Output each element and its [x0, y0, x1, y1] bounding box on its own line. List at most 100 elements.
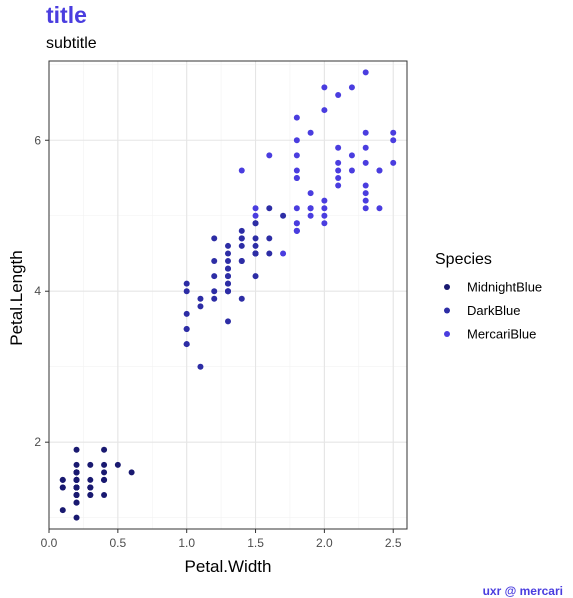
data-point — [238, 258, 245, 265]
data-point — [252, 220, 259, 227]
x-axis-title: Petal.Width — [185, 557, 272, 576]
data-point — [390, 137, 397, 144]
data-point — [197, 295, 204, 302]
data-point — [335, 167, 342, 174]
data-point — [183, 310, 190, 317]
data-point — [101, 476, 108, 483]
data-point — [211, 235, 218, 242]
data-point — [252, 250, 259, 257]
data-point — [252, 273, 259, 280]
data-point — [376, 205, 383, 212]
data-point — [293, 205, 300, 212]
data-point — [73, 492, 80, 499]
data-point — [101, 446, 108, 453]
data-point — [321, 84, 328, 91]
data-point — [348, 167, 355, 174]
data-point — [211, 295, 218, 302]
data-point — [321, 220, 328, 227]
data-point — [73, 484, 80, 491]
legend-label: MidnightBlue — [467, 280, 542, 295]
data-point — [335, 91, 342, 98]
data-point — [225, 250, 231, 257]
data-point — [293, 220, 300, 227]
data-point — [280, 250, 287, 257]
data-point — [183, 341, 190, 348]
data-point — [362, 129, 369, 136]
x-tick-label: 2.0 — [316, 536, 333, 550]
data-point — [101, 461, 108, 468]
y-tick-label: 6 — [34, 133, 41, 147]
data-point — [390, 159, 397, 166]
data-point — [321, 107, 328, 114]
data-point — [362, 144, 369, 151]
data-point — [293, 175, 300, 181]
y-axis: 2 4 6 — [34, 133, 49, 449]
data-point — [59, 484, 66, 491]
data-point — [211, 258, 218, 265]
data-point — [266, 205, 273, 212]
y-tick-label: 2 — [34, 435, 41, 449]
chart-subtitle: subtitle — [46, 35, 97, 52]
data-point — [87, 484, 94, 491]
data-point — [238, 242, 245, 249]
legend: Species MidnightBlue DarkBlue MercariBlue — [435, 251, 542, 342]
data-point — [114, 461, 121, 468]
legend-label: DarkBlue — [467, 303, 520, 318]
data-point — [183, 280, 190, 287]
data-point — [225, 242, 231, 249]
data-point — [252, 212, 259, 219]
data-point — [183, 288, 190, 295]
data-point — [362, 182, 369, 189]
data-point — [128, 469, 135, 476]
legend-key — [444, 307, 450, 314]
x-tick-label: 1.5 — [247, 536, 264, 550]
data-point — [307, 205, 314, 212]
plot-panel-border — [48, 60, 408, 530]
data-point — [73, 476, 80, 483]
data-point — [225, 288, 231, 295]
data-point — [101, 492, 108, 499]
data-point — [266, 152, 273, 159]
data-point — [59, 476, 66, 483]
data-point — [225, 280, 231, 287]
data-point — [362, 205, 369, 212]
data-point — [280, 212, 287, 219]
legend-key — [444, 331, 450, 337]
data-point — [293, 137, 300, 144]
data-point — [211, 273, 218, 280]
data-point — [390, 129, 397, 136]
data-point — [293, 227, 300, 234]
data-point — [238, 167, 245, 174]
x-tick-label: 0.0 — [41, 536, 58, 550]
data-point — [293, 152, 300, 159]
data-point — [238, 235, 245, 242]
data-point — [362, 197, 369, 204]
data-point — [87, 476, 94, 483]
data-point — [293, 167, 300, 174]
x-tick-label: 1.0 — [178, 536, 195, 550]
legend-key — [444, 284, 450, 290]
data-point — [252, 242, 259, 249]
data-point — [238, 295, 245, 302]
data-point — [362, 159, 369, 166]
data-point — [211, 288, 218, 295]
data-point — [183, 325, 190, 332]
data-point — [321, 205, 328, 212]
data-point — [266, 235, 273, 242]
data-point — [87, 461, 94, 468]
data-point — [376, 167, 383, 174]
data-point — [348, 152, 355, 159]
data-point — [293, 114, 300, 121]
data-point — [87, 492, 94, 499]
data-point — [73, 514, 80, 521]
data-point — [73, 469, 80, 476]
data-point — [335, 144, 342, 151]
data-point — [321, 197, 328, 204]
data-point — [335, 159, 342, 166]
chart-title: title — [46, 2, 87, 28]
legend-title: Species — [435, 251, 492, 268]
data-point — [335, 182, 342, 189]
data-point — [266, 250, 273, 257]
data-point — [238, 227, 245, 234]
plot-grid — [48, 61, 407, 529]
